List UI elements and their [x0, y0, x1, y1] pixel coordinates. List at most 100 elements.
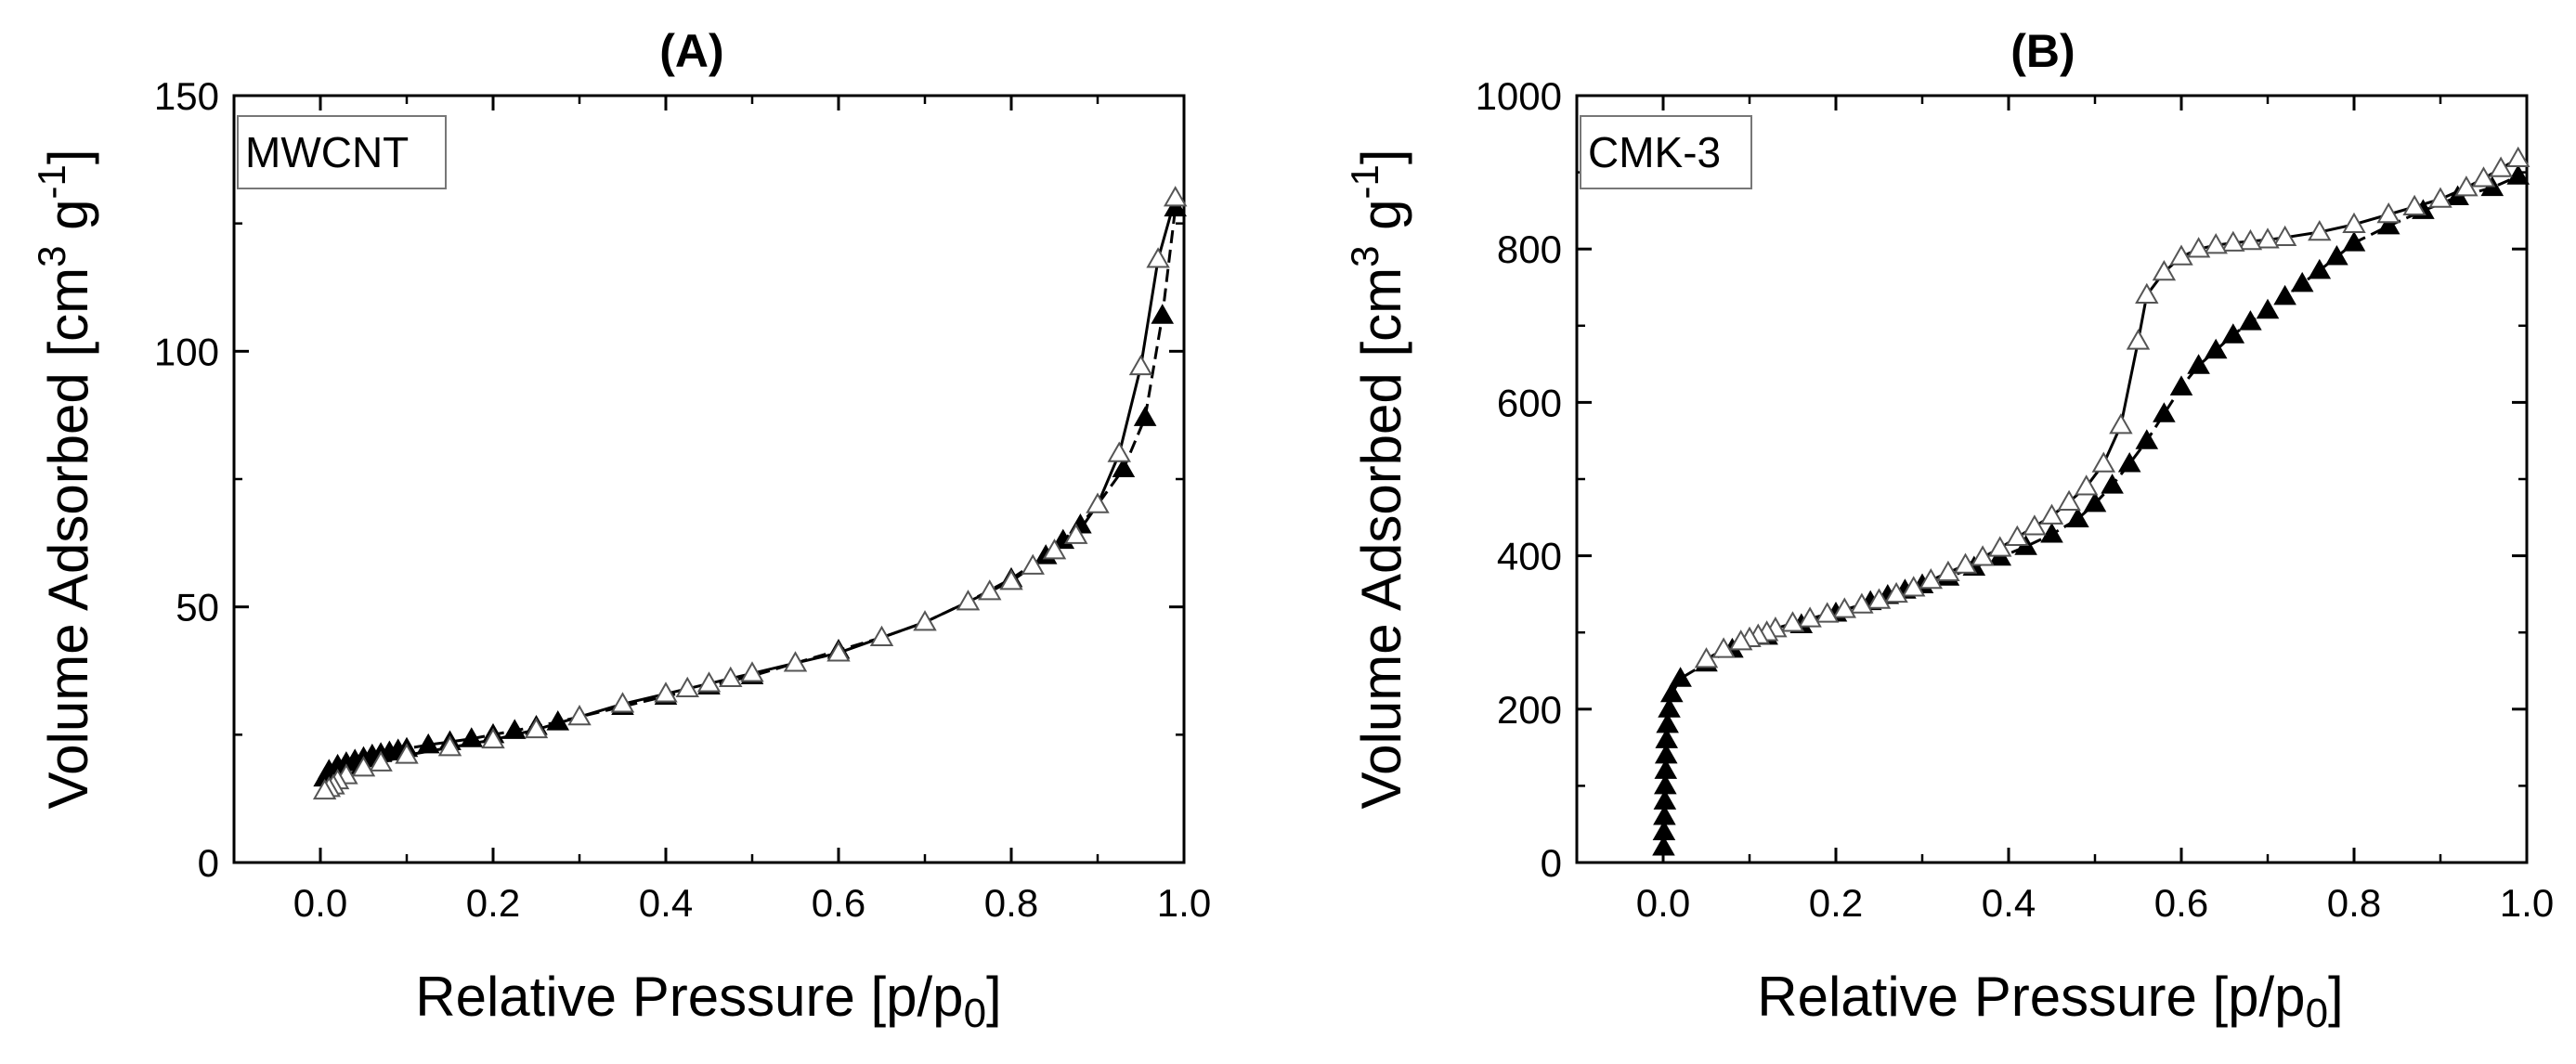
desorption-point: [351, 756, 376, 777]
desorption-point: [2074, 474, 2099, 496]
adsorption-point: [1133, 406, 1157, 426]
y-tick-label: 600: [1497, 381, 1562, 424]
desorption-point: [2238, 228, 2263, 251]
desorption-point: [2005, 525, 2030, 547]
x-tick-label: 0.0: [293, 881, 347, 925]
desorption-point: [610, 692, 635, 713]
desorption-point: [1711, 637, 1736, 658]
x-axis-ticks: 0.0 0.2 0.4 0.6 0.8 1.0: [1636, 96, 2554, 925]
y-tick-label: 50: [176, 586, 219, 629]
desorption-point: [2376, 202, 2400, 224]
adsorption-point: [2506, 164, 2530, 185]
desorption-point: [1128, 354, 1153, 376]
panel-a-title: (A): [659, 25, 723, 77]
desorption-point: [2489, 156, 2513, 177]
desorption-point: [1987, 536, 2012, 557]
desorption-point: [1064, 523, 1088, 544]
y-tick-label: 1000: [1476, 74, 1562, 118]
x-tick-label: 1.0: [2500, 881, 2554, 925]
panel-a: (A) 0.0 0.2 0.4 0.6 0.8 1.0 0 50 100 150 MWCNT R…: [30, 25, 1211, 1036]
desorption-point: [1919, 568, 1944, 590]
y-axis-ticks: 0 50 100 150: [154, 74, 1184, 885]
desorption-point: [2505, 146, 2530, 167]
adsorption-point: [1654, 759, 1678, 779]
desorption-point: [1815, 602, 1840, 623]
desorption-point: [1901, 576, 1926, 597]
desorption-point: [1936, 560, 1960, 582]
desorption-point: [2272, 225, 2297, 247]
adsorption-point: [2325, 244, 2348, 266]
desorption-point: [524, 717, 549, 739]
y-axis-label: Volume Adsorbed [cm3 g-1]: [30, 149, 99, 809]
x-tick-label: 0.6: [2154, 881, 2208, 925]
adsorption-point: [1112, 457, 1136, 477]
adsorption-point: [2342, 231, 2366, 252]
desorption-point: [2091, 451, 2116, 473]
series-markers: [312, 186, 1188, 800]
desorption-point: [956, 590, 981, 611]
adsorption-point: [1658, 697, 1681, 718]
adsorption-point: [2153, 402, 2176, 422]
adsorption-point: [460, 727, 484, 747]
desorption-point: [1971, 545, 1995, 566]
series-markers: [1652, 146, 2530, 856]
adsorption-point: [416, 733, 440, 754]
desorption-point: [1728, 629, 1753, 651]
adsorption-point: [1652, 835, 1675, 856]
desorption-point: [2023, 514, 2047, 536]
adsorption-point: [1655, 728, 1679, 748]
adsorption-line: [323, 207, 1177, 779]
desorption-point: [2126, 329, 2151, 350]
adsorption-point: [546, 710, 570, 731]
panel-b-title: (B): [2010, 25, 2075, 77]
adsorption-point: [2135, 429, 2159, 449]
y-tick-label: 400: [1497, 535, 1562, 578]
y-tick-label: 150: [154, 74, 219, 118]
desorption-point: [740, 661, 764, 682]
legend-label: CMK-3: [1588, 128, 1721, 176]
adsorption-point: [2239, 310, 2262, 331]
desorption-point: [1042, 538, 1067, 560]
desorption-point: [675, 676, 699, 698]
desorption-point: [2057, 489, 2081, 512]
adsorption-point: [2204, 338, 2228, 359]
desorption-point: [437, 735, 462, 757]
adsorption-point: [1654, 773, 1677, 795]
desorption-point: [1850, 592, 1874, 614]
adsorption-point: [1660, 681, 1684, 703]
desorption-point: [999, 569, 1023, 590]
desorption-point: [1884, 581, 1908, 603]
desorption-line: [323, 197, 1177, 793]
desorption-point: [2135, 282, 2159, 305]
desorption-point: [2204, 233, 2228, 254]
desorption-point: [2186, 237, 2211, 258]
adsorption-point: [2101, 474, 2124, 494]
y-tick-label: 200: [1497, 688, 1562, 732]
desorption-point: [2221, 230, 2245, 252]
desorption-point: [1107, 441, 1131, 462]
adsorption-point: [2221, 323, 2245, 344]
desorption-point: [1021, 553, 1045, 575]
legend-box: [237, 115, 447, 189]
y-tick-label: 800: [1497, 227, 1562, 271]
adsorption-point: [2256, 298, 2280, 319]
x-tick-label: 0.8: [984, 881, 1038, 925]
x-tick-label: 0.4: [1982, 881, 2036, 925]
adsorption-point: [2376, 214, 2400, 235]
desorption-point: [1798, 606, 1822, 628]
desorption-point: [2109, 413, 2133, 435]
desorption-point: [826, 641, 851, 662]
desorption-point: [2471, 166, 2496, 188]
x-tick-label: 0.2: [1809, 881, 1863, 925]
x-tick-label: 0.0: [1636, 881, 1690, 925]
desorption-point: [1146, 247, 1170, 268]
desorption-point: [481, 727, 505, 749]
desorption-point: [312, 778, 337, 800]
adsorption-point: [502, 719, 527, 739]
desorption-point: [1163, 186, 1188, 207]
desorption-point: [1694, 647, 1719, 668]
desorption-point: [869, 625, 894, 646]
x-tick-label: 0.4: [639, 881, 693, 925]
desorption-point: [1780, 611, 1805, 632]
desorption-point: [2428, 187, 2452, 208]
